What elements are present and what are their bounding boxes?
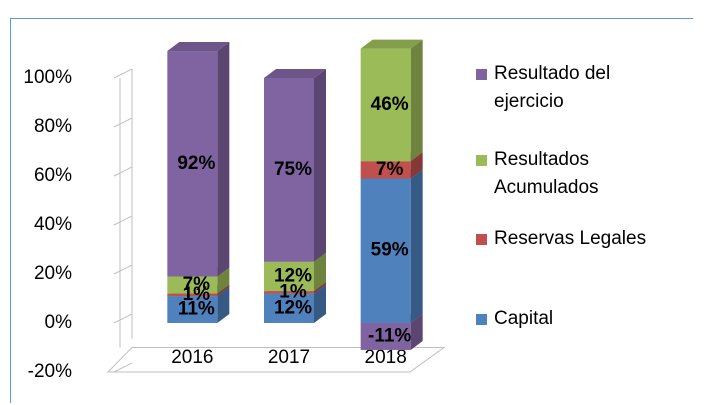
legend-item: Reservas Legales bbox=[476, 225, 691, 253]
bar-front bbox=[264, 293, 314, 323]
bar-side bbox=[410, 39, 423, 162]
floor bbox=[106, 347, 446, 373]
data-label: 7% bbox=[376, 159, 404, 180]
bar-side bbox=[410, 169, 423, 323]
bar-front bbox=[264, 291, 314, 294]
data-label: 75% bbox=[274, 159, 312, 180]
y-tick-label: 60% bbox=[34, 165, 72, 186]
data-label: 1% bbox=[279, 281, 307, 302]
bar-side bbox=[314, 69, 326, 262]
y-tick-label: 0% bbox=[45, 312, 73, 333]
bar-side bbox=[314, 284, 326, 323]
y-tick-label: 80% bbox=[34, 116, 72, 137]
y-tick-label: 20% bbox=[34, 263, 72, 284]
bar-segment bbox=[360, 39, 423, 162]
x-tick-label: 2017 bbox=[268, 347, 310, 368]
data-label: -11% bbox=[368, 325, 411, 346]
bar-side bbox=[217, 267, 230, 294]
legend-item: Resultado del ejercicio bbox=[476, 60, 691, 116]
legend-label: Resultados Acumulados bbox=[494, 149, 599, 198]
data-label: 1% bbox=[183, 284, 211, 305]
bar-side bbox=[217, 42, 230, 277]
data-label: 92% bbox=[177, 153, 215, 174]
bar-side bbox=[217, 284, 230, 297]
bar-front bbox=[360, 48, 411, 162]
bar-top bbox=[264, 69, 326, 78]
bar-segment bbox=[264, 69, 326, 262]
bar-front bbox=[167, 293, 218, 297]
tick-mark bbox=[113, 362, 133, 373]
bar-front bbox=[167, 276, 218, 294]
tick-mark bbox=[113, 68, 133, 79]
data-label: 7% bbox=[183, 274, 211, 295]
bar-side bbox=[314, 252, 326, 292]
tick-mark bbox=[113, 264, 133, 275]
bar-front bbox=[360, 323, 411, 350]
bar-segment bbox=[167, 42, 230, 277]
tick-mark bbox=[113, 117, 133, 128]
legend-label: Reservas Legales bbox=[494, 228, 647, 249]
legend-swatch bbox=[476, 155, 487, 166]
data-label: 46% bbox=[371, 94, 409, 115]
bar-segment bbox=[360, 169, 423, 323]
bar-front bbox=[360, 178, 411, 323]
bar-side bbox=[410, 314, 423, 350]
legend-label: Capital bbox=[494, 308, 554, 329]
data-label: 12% bbox=[274, 265, 312, 286]
bar-side bbox=[217, 287, 230, 323]
chart-frame bbox=[10, 18, 693, 403]
y-tick-label: -20% bbox=[28, 361, 72, 382]
y-tick-label: 100% bbox=[23, 67, 72, 88]
y-tick-label: 40% bbox=[34, 214, 72, 235]
bar-top bbox=[167, 42, 230, 52]
tick-mark bbox=[113, 215, 133, 226]
legend-swatch bbox=[476, 69, 487, 80]
bar-front bbox=[264, 78, 314, 262]
bar-side bbox=[410, 152, 423, 179]
bar-front bbox=[167, 51, 218, 277]
tick-mark bbox=[113, 166, 133, 177]
legend-item: Capital bbox=[476, 305, 691, 333]
bar-top bbox=[360, 39, 423, 49]
data-label: 12% bbox=[274, 297, 312, 318]
data-label: 11% bbox=[178, 299, 215, 320]
bar-front bbox=[360, 161, 411, 179]
legend-swatch bbox=[476, 234, 487, 245]
legend-label: Resultado del ejercicio bbox=[494, 63, 611, 112]
bar-front bbox=[264, 261, 314, 292]
bar-front bbox=[167, 296, 218, 323]
legend-swatch bbox=[476, 314, 487, 325]
x-tick-label: 2018 bbox=[365, 347, 407, 368]
data-label: 59% bbox=[371, 240, 409, 261]
bar-side bbox=[314, 282, 326, 294]
legend-item: Resultados Acumulados bbox=[476, 146, 691, 202]
x-tick-label: 2016 bbox=[171, 347, 213, 368]
tick-mark bbox=[113, 313, 133, 324]
